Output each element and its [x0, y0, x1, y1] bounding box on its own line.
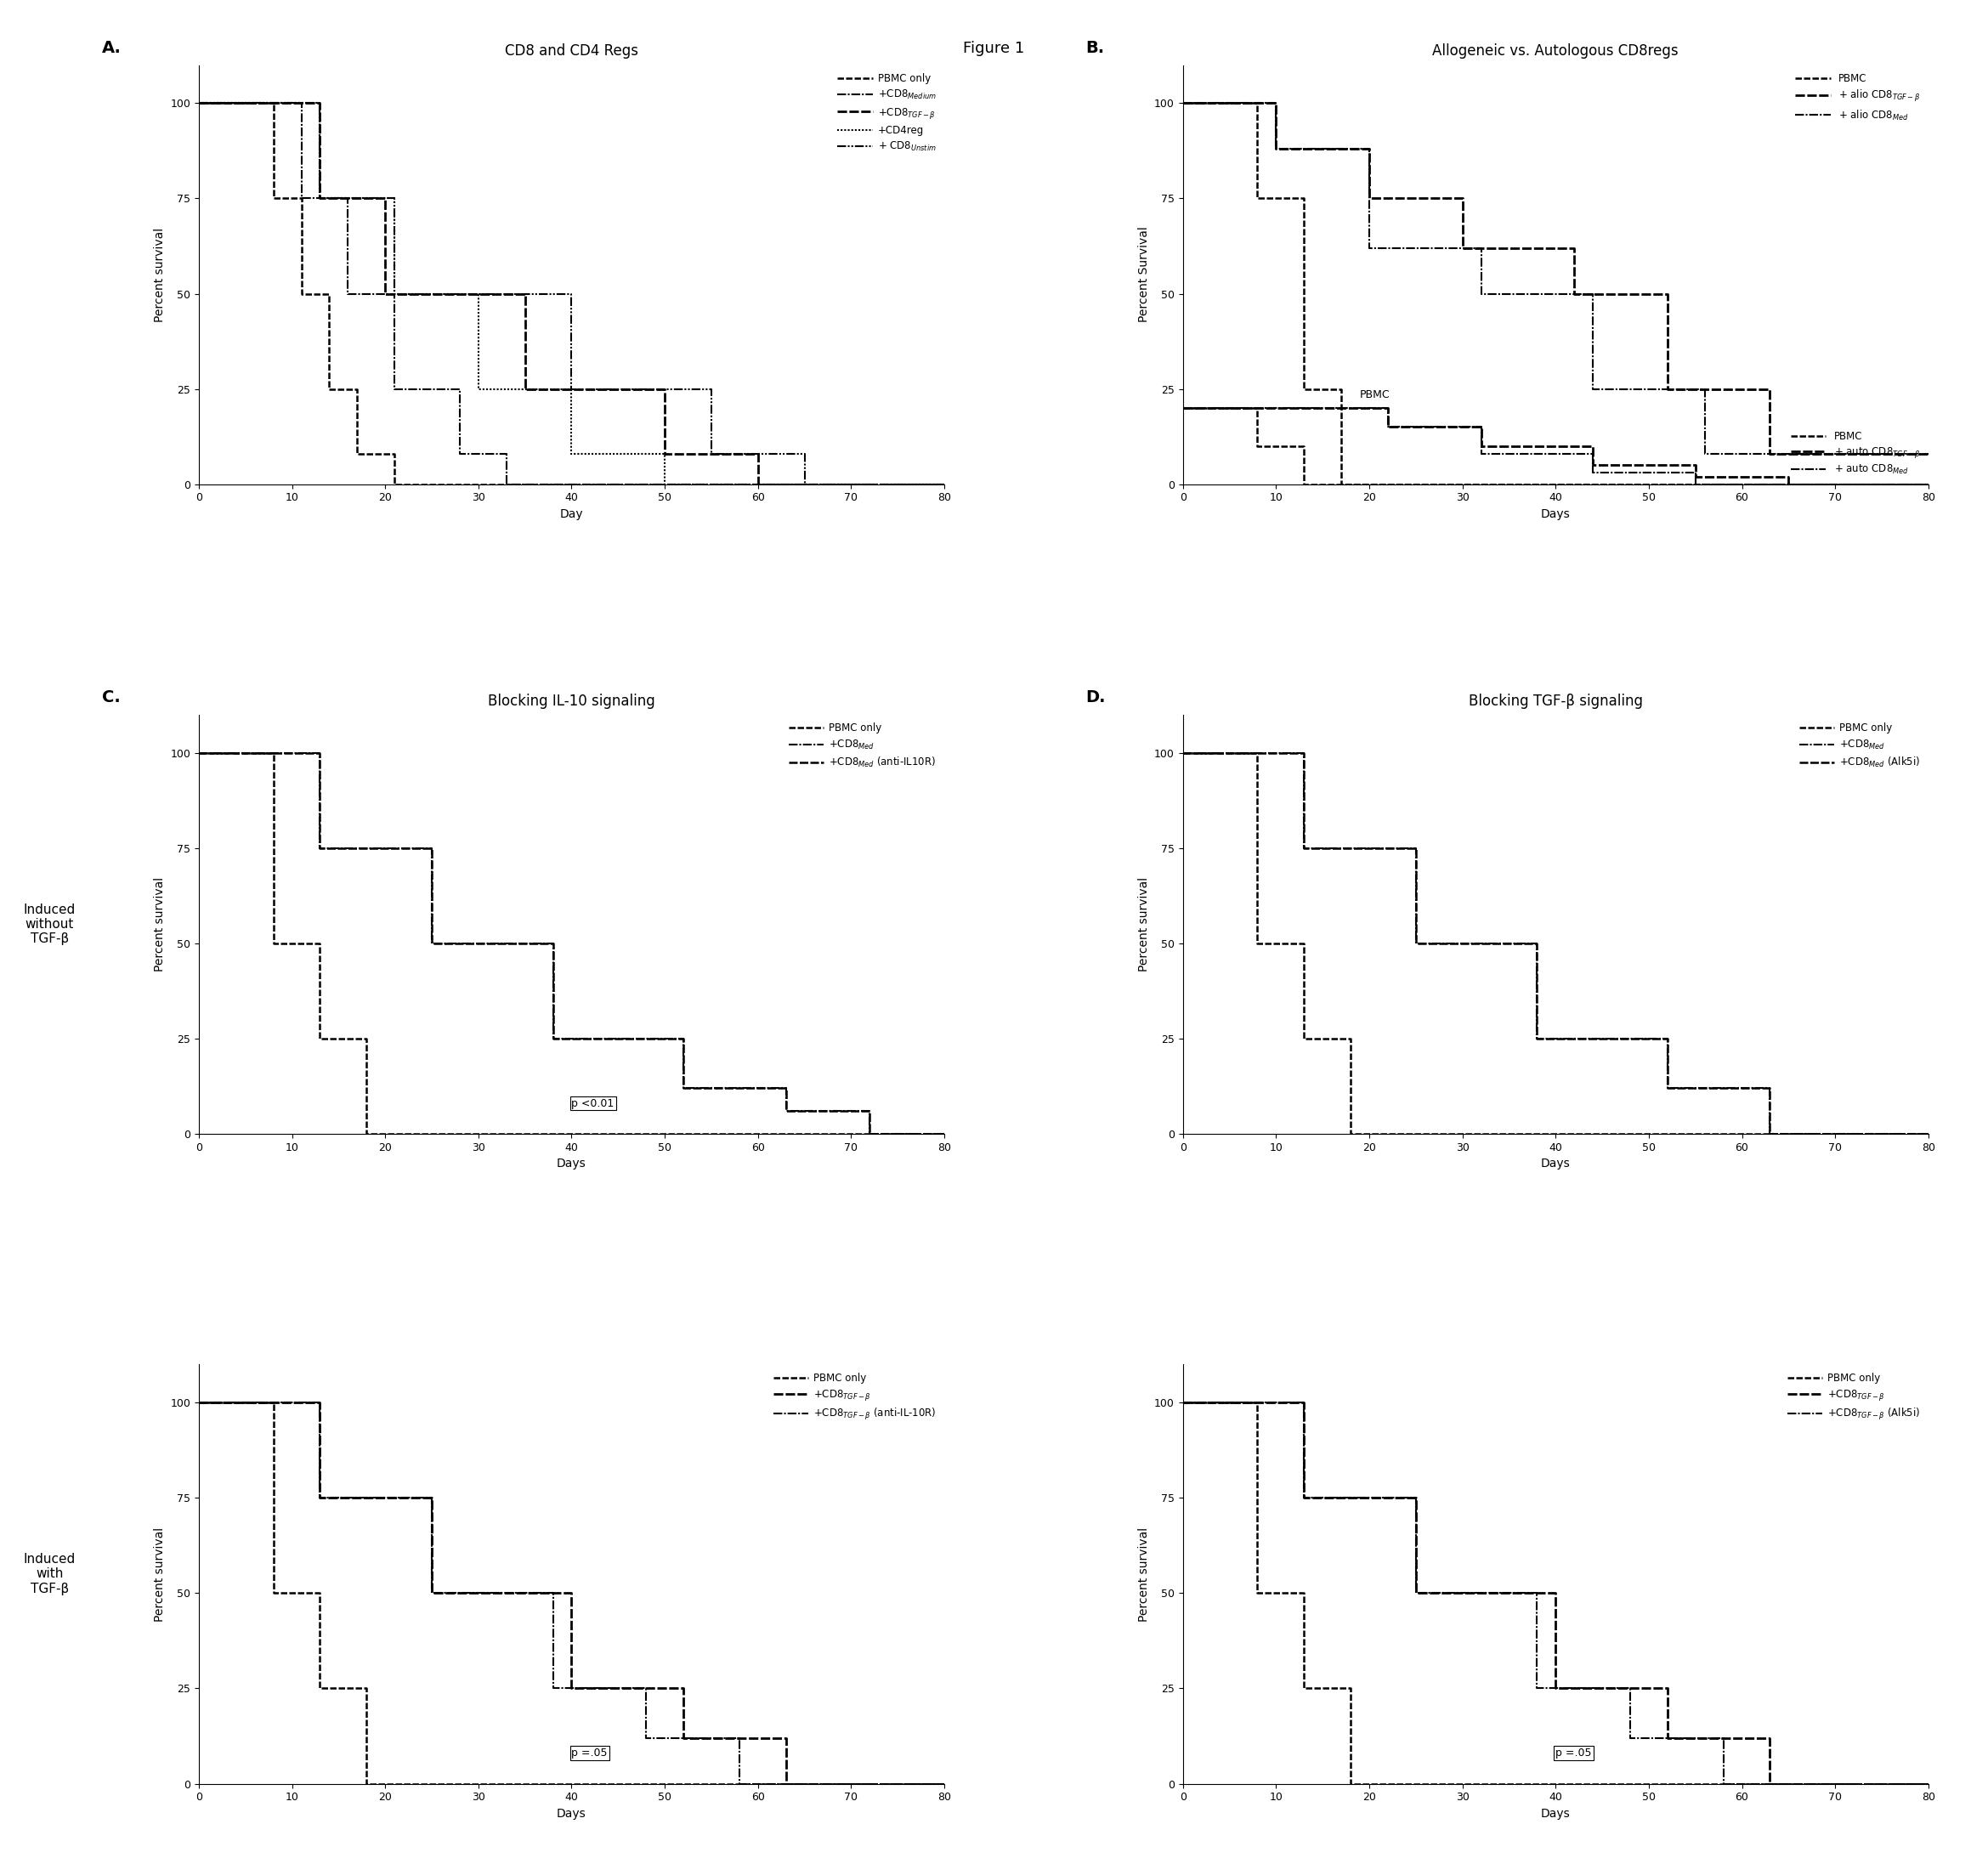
- Text: D.: D.: [1085, 689, 1105, 706]
- X-axis label: Day: Day: [561, 509, 582, 520]
- Legend: PBMC only, +CD8$_{Med}$, +CD8$_{Med}$ (Alk5i): PBMC only, +CD8$_{Med}$, +CD8$_{Med}$ (A…: [1797, 719, 1922, 773]
- Text: PBMC: PBMC: [1360, 390, 1390, 399]
- Y-axis label: Percent survival: Percent survival: [153, 1527, 165, 1622]
- Text: C.: C.: [101, 689, 121, 706]
- Text: Figure 1: Figure 1: [964, 41, 1024, 56]
- Title: Blocking IL-10 signaling: Blocking IL-10 signaling: [487, 693, 656, 708]
- Legend: PBMC, + auto CD8$_{TGF-\beta}$, + auto CD8$_{Med}$: PBMC, + auto CD8$_{TGF-\beta}$, + auto C…: [1787, 427, 1922, 479]
- X-axis label: Days: Days: [1541, 1808, 1571, 1819]
- Text: B.: B.: [1085, 39, 1105, 56]
- X-axis label: Days: Days: [557, 1808, 586, 1819]
- Y-axis label: Percent survival: Percent survival: [1137, 1527, 1149, 1622]
- Title: Allogeneic vs. Autologous CD8regs: Allogeneic vs. Autologous CD8regs: [1433, 45, 1678, 59]
- Title: Blocking TGF-β signaling: Blocking TGF-β signaling: [1469, 693, 1642, 708]
- Legend: PBMC only, +CD8$_{Medium}$, +CD8$_{TGF-\beta}$, +CD4reg, + CD8$_{Unstim}$: PBMC only, +CD8$_{Medium}$, +CD8$_{TGF-\…: [835, 71, 938, 156]
- Text: A.: A.: [101, 39, 121, 56]
- X-axis label: Days: Days: [1541, 1158, 1571, 1171]
- Legend: PBMC only, +CD8$_{TGF-\beta}$, +CD8$_{TGF-\beta}$ (anti-IL-10R): PBMC only, +CD8$_{TGF-\beta}$, +CD8$_{TG…: [769, 1369, 938, 1425]
- Y-axis label: Percent survival: Percent survival: [153, 877, 165, 972]
- Y-axis label: Percent survival: Percent survival: [153, 227, 165, 321]
- X-axis label: Days: Days: [1541, 509, 1571, 520]
- Legend: PBMC only, +CD8$_{Med}$, +CD8$_{Med}$ (anti-IL10R): PBMC only, +CD8$_{Med}$, +CD8$_{Med}$ (a…: [785, 719, 938, 773]
- Legend: PBMC only, +CD8$_{TGF-\beta}$, +CD8$_{TGF-\beta}$ (Alk5i): PBMC only, +CD8$_{TGF-\beta}$, +CD8$_{TG…: [1785, 1369, 1922, 1425]
- Text: p =.05: p =.05: [1555, 1748, 1592, 1758]
- Y-axis label: Percent survival: Percent survival: [1137, 877, 1149, 972]
- Title: CD8 and CD4 Regs: CD8 and CD4 Regs: [505, 45, 638, 59]
- Text: Induced
without
TGF-β: Induced without TGF-β: [24, 903, 76, 946]
- X-axis label: Days: Days: [557, 1158, 586, 1171]
- Text: p =.05: p =.05: [573, 1748, 608, 1758]
- Y-axis label: Percent Survival: Percent Survival: [1137, 227, 1149, 323]
- Text: Induced
with
TGF-β: Induced with TGF-β: [24, 1553, 76, 1596]
- Text: p <0.01: p <0.01: [573, 1098, 614, 1109]
